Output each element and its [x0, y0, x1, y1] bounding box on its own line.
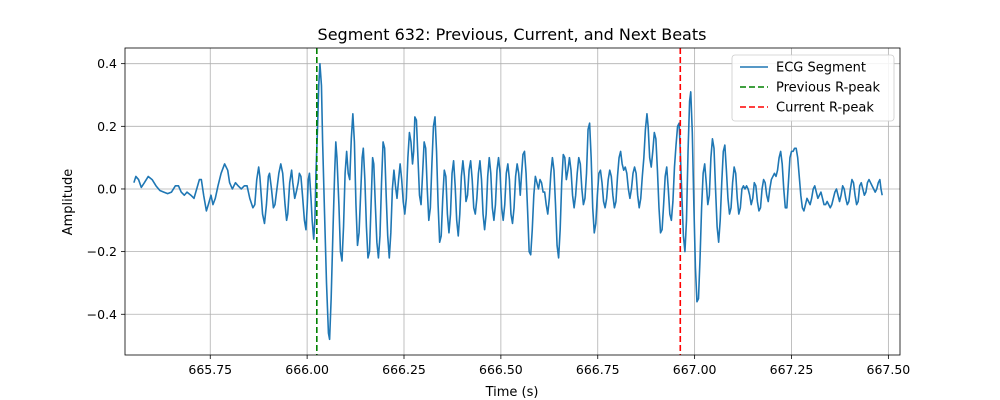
plot-frame [124, 47, 901, 356]
y-tick-label: 0.0 [97, 181, 117, 196]
legend-label: ECG Segment [776, 61, 866, 76]
x-tick-label: 667.25 [770, 362, 814, 377]
y-axis-label: Amplitude [61, 169, 76, 236]
ecg-series-line [133, 62, 883, 341]
y-tick-label: 0.2 [97, 119, 117, 134]
y-axis: −0.4 −0.2 0.0 0.2 0.4 [87, 56, 125, 322]
x-tick-label: 666.50 [479, 362, 523, 377]
x-tick-label: 665.75 [188, 362, 232, 377]
x-tick-label: 666.75 [576, 362, 620, 377]
legend: ECG Segment Previous R-peak Current R-peak [731, 54, 895, 122]
x-tick-label: 667.50 [867, 362, 911, 377]
y-tick-label: 0.4 [97, 56, 117, 71]
y-tick-label: −0.4 [87, 307, 117, 322]
x-tick-label: 666.25 [382, 362, 426, 377]
x-axis-label: Time (s) [485, 385, 539, 400]
legend-label: Current R-peak [776, 101, 874, 116]
legend-box [731, 54, 895, 122]
legend-label: Previous R-peak [776, 81, 880, 96]
series-layer [133, 48, 883, 355]
x-tick-label: 666.00 [285, 362, 329, 377]
y-tick-label: −0.2 [87, 244, 117, 259]
chart-title: Segment 632: Previous, Current, and Next… [318, 25, 707, 44]
x-axis: 665.75 666.00 666.25 666.50 666.75 667.00 667.… [188, 355, 910, 377]
x-tick-label: 667.00 [673, 362, 717, 377]
